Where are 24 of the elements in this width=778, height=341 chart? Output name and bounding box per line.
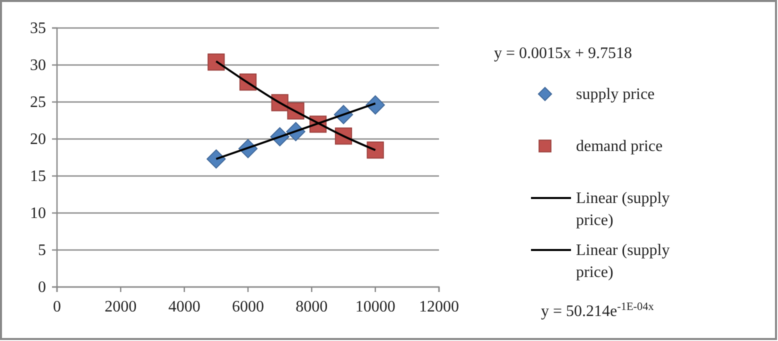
x-tick-label: 4000 bbox=[168, 298, 200, 316]
y-tick-label: 15 bbox=[30, 168, 46, 186]
x-tick-label: 10000 bbox=[355, 298, 396, 316]
legend-label: Linear (supply price) bbox=[576, 242, 670, 281]
text: y = 0.0015x + 9.7518 bbox=[494, 45, 632, 62]
x-tick-label: 0 bbox=[53, 298, 61, 316]
y-tick-label: 10 bbox=[30, 205, 46, 222]
y-tick-label: 35 bbox=[30, 20, 46, 38]
x-tick-label: 2000 bbox=[104, 298, 137, 316]
x-tick-label: 12000 bbox=[419, 298, 459, 316]
y-tick-label: 20 bbox=[30, 131, 46, 148]
x-tick-label: 8000 bbox=[296, 298, 328, 316]
y-tick-label: 25 bbox=[30, 94, 46, 112]
point bbox=[366, 142, 384, 159]
text: y = 50.214e$^{-1E-04x}$ bbox=[541, 301, 654, 320]
x-tick-label: 6000 bbox=[232, 298, 264, 316]
y-tick-label: 30 bbox=[30, 57, 46, 74]
point bbox=[208, 53, 225, 71]
point bbox=[366, 95, 385, 115]
y-tick-label: 0 bbox=[38, 279, 46, 296]
legend-label: demand price bbox=[576, 138, 663, 155]
legend-label: supply price bbox=[576, 86, 655, 103]
legend-label: Linear (supply price) bbox=[576, 190, 670, 229]
y-tick-label: 5 bbox=[38, 242, 46, 260]
